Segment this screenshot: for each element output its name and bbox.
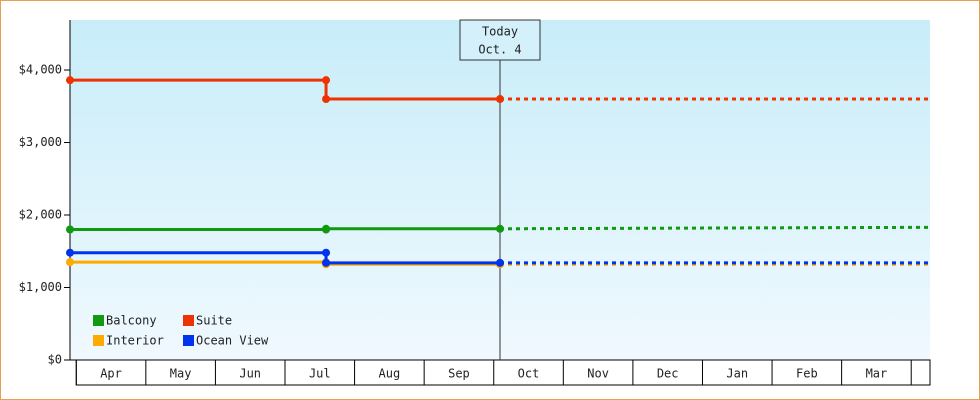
- price-line: [70, 251, 500, 265]
- forecast-line: [499, 225, 931, 231]
- price-line: [70, 78, 500, 101]
- price-point: [322, 248, 331, 257]
- today-label: Oct. 4: [478, 43, 521, 57]
- x-tick-label: Jan: [726, 367, 748, 381]
- legend-swatch: [183, 315, 194, 326]
- price-point: [322, 95, 331, 104]
- x-tick-label: Oct: [518, 367, 540, 381]
- legend-swatch: [93, 335, 104, 346]
- price-point: [66, 76, 74, 85]
- x-tick-label: Feb: [796, 367, 818, 381]
- x-tick-label: Sep: [448, 367, 470, 381]
- y-tick-label: $0: [48, 353, 62, 367]
- today-box: [459, 19, 541, 61]
- price-point: [496, 224, 504, 233]
- y-tick-label: $3,000: [19, 135, 62, 149]
- today-label: Today: [482, 25, 518, 39]
- legend-label: Interior: [106, 334, 164, 348]
- price-point: [496, 95, 504, 104]
- legend-label: Suite: [196, 314, 232, 328]
- x-tick-label: Jun: [239, 367, 261, 381]
- price-point: [66, 225, 74, 234]
- legend-swatch: [93, 315, 104, 326]
- price-point: [322, 76, 331, 85]
- legend-label: Ocean View: [196, 334, 269, 348]
- legend-swatch: [183, 335, 194, 346]
- x-tick-label: Nov: [587, 367, 609, 381]
- x-tick-label: Aug: [379, 367, 401, 381]
- x-tick-label: May: [170, 367, 192, 381]
- x-tick-label: Jul: [309, 367, 331, 381]
- price-line: [70, 227, 500, 232]
- y-tick-label: $2,000: [19, 208, 62, 222]
- y-tick-label: $1,000: [19, 280, 62, 294]
- price-point: [66, 248, 74, 257]
- x-tick-label: Dec: [657, 367, 679, 381]
- price-point: [322, 224, 331, 233]
- x-tick-label: Mar: [866, 367, 888, 381]
- price-point: [496, 258, 504, 267]
- price-point: [322, 258, 331, 267]
- y-tick-label: $4,000: [19, 63, 62, 77]
- legend-label: Balcony: [106, 314, 157, 328]
- price-point: [66, 258, 74, 267]
- x-tick-label: Apr: [100, 367, 122, 381]
